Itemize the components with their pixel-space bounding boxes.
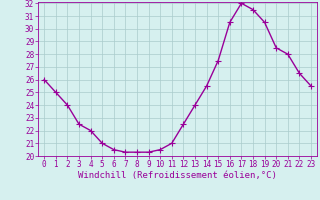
X-axis label: Windchill (Refroidissement éolien,°C): Windchill (Refroidissement éolien,°C): [78, 171, 277, 180]
